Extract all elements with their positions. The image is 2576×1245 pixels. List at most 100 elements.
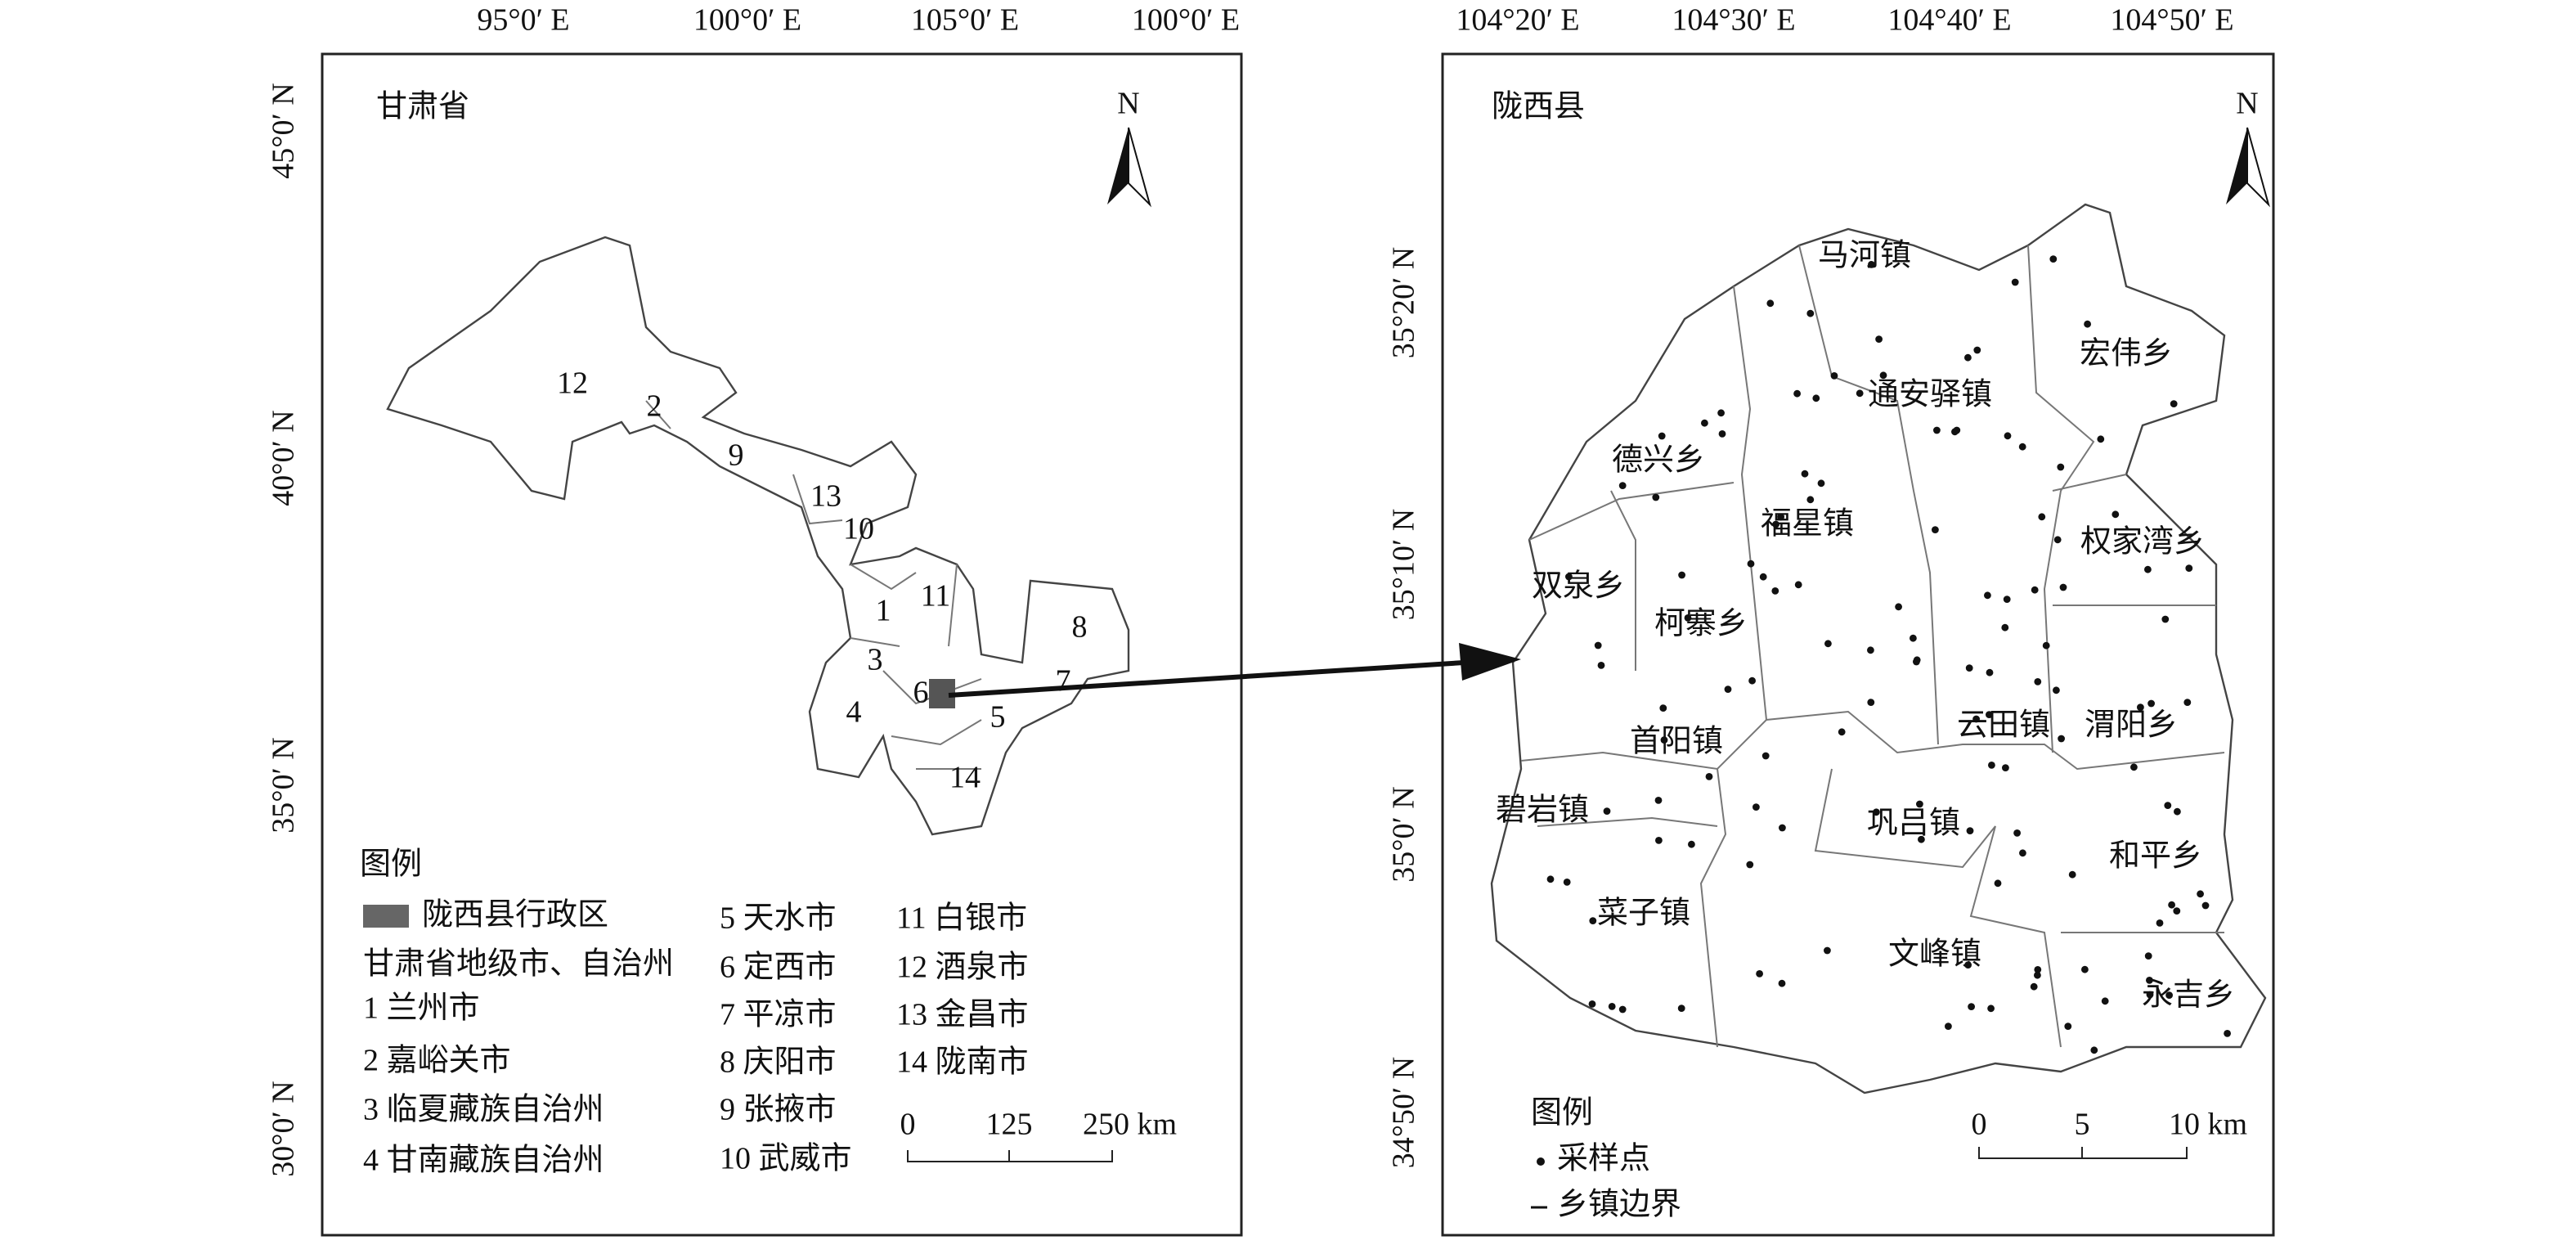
town-label: 巩吕镇 xyxy=(1867,807,1960,841)
sample-point xyxy=(1988,762,1995,769)
lon-tick: 104°40′ E xyxy=(1887,3,2011,38)
sample-point xyxy=(1817,479,1825,488)
sample-point xyxy=(2144,952,2152,960)
sample-point xyxy=(1794,581,1802,589)
sample-point xyxy=(1945,1023,1952,1030)
sample-point xyxy=(2168,901,2176,909)
town-label: 宏伟乡 xyxy=(2080,337,2173,371)
sample-point xyxy=(1867,699,1875,706)
sample-point xyxy=(2059,583,2067,591)
sample-point xyxy=(1994,879,2002,888)
sample-point xyxy=(1603,807,1611,815)
sample-point xyxy=(2064,1023,2072,1030)
legend-item: 7 平凉市 xyxy=(720,998,837,1032)
sample-point xyxy=(2034,966,2042,973)
region-label: 6 xyxy=(913,676,929,710)
sample-point xyxy=(2057,463,2065,471)
sample-point xyxy=(1875,335,1883,343)
town-label: 云田镇 xyxy=(1957,708,2050,743)
sample-point xyxy=(1705,773,1713,780)
sample-point xyxy=(1718,430,1726,438)
legend-item: 13 金昌市 xyxy=(896,998,1029,1032)
scale-label: 10 km xyxy=(2169,1108,2247,1142)
sample-point xyxy=(1777,513,1785,521)
sample-point xyxy=(1933,426,1941,434)
sample-point xyxy=(2112,510,2120,519)
legend-title: 图例 xyxy=(1531,1096,1593,1130)
lon-tick: 100°0′ E xyxy=(1132,3,1240,38)
sample-point xyxy=(1772,520,1780,528)
scale-label: 125 xyxy=(986,1108,1033,1142)
sample-point xyxy=(1597,662,1605,669)
sample-point xyxy=(1761,752,1770,760)
sample-point xyxy=(2147,699,2156,708)
lat-tick: 30°0′ N xyxy=(267,1081,301,1176)
legend-item: 14 陇南市 xyxy=(896,1045,1029,1080)
legend-item: 9 张掖市 xyxy=(720,1093,837,1127)
sample-point xyxy=(1973,346,1981,354)
arrow-head xyxy=(1459,643,1521,681)
town-label: 福星镇 xyxy=(1761,507,1854,542)
sample-point xyxy=(1759,573,1767,581)
region-label: 1 xyxy=(876,594,891,628)
sample-point xyxy=(2053,686,2060,694)
sample-point xyxy=(1873,808,1880,816)
sample-point xyxy=(1756,970,1764,978)
sample-point xyxy=(2173,907,2181,915)
sample-point xyxy=(1932,526,1939,533)
legend-swatch xyxy=(363,905,409,928)
sample-point xyxy=(1771,587,1779,595)
sample-point xyxy=(2053,536,2062,544)
sample-point xyxy=(1608,1003,1616,1010)
region-label: 9 xyxy=(729,438,744,473)
sample-point xyxy=(2034,678,2042,685)
town-label: 和平乡 xyxy=(2109,839,2202,874)
sample-point xyxy=(2011,278,2019,286)
sample-point xyxy=(1806,496,1815,504)
sample-point xyxy=(2097,435,2105,443)
region-label: 7 xyxy=(1056,664,1071,699)
legend-item: 12 酒泉市 xyxy=(896,951,1029,985)
lon-tick: 104°30′ E xyxy=(1672,3,1795,38)
sample-point xyxy=(1748,676,1757,685)
north-arrow-right xyxy=(2226,127,2270,208)
sample-point xyxy=(1966,827,1974,834)
sample-point xyxy=(1546,875,1555,883)
lat-tick: 40°0′ N xyxy=(267,410,301,506)
sample-point xyxy=(2156,919,2164,927)
sample-point xyxy=(1965,664,1973,672)
sample-point xyxy=(2019,849,2026,857)
longxi-outline xyxy=(1490,203,2267,1094)
lon-tick: 100°0′ E xyxy=(693,3,801,38)
sample-point xyxy=(2013,829,2022,837)
north-arrow-left xyxy=(1107,127,1151,208)
region-label: 4 xyxy=(846,695,862,730)
map-title: 甘肃省 xyxy=(376,90,469,124)
sample-point xyxy=(2101,997,2109,1005)
lat-tick: 35°0′ N xyxy=(267,737,301,833)
sample-point xyxy=(2018,443,2026,451)
sample-point xyxy=(2224,1030,2232,1037)
sample-point xyxy=(1867,646,1874,654)
sample-point xyxy=(2084,320,2092,328)
sample-point xyxy=(1746,861,1754,869)
sample-point xyxy=(1752,803,1760,811)
legend-item: 陇西县行政区 xyxy=(422,898,608,933)
sample-point xyxy=(1658,432,1666,440)
sample-point xyxy=(1588,1000,1596,1008)
sample-point xyxy=(2058,735,2066,743)
sample-points xyxy=(1546,255,2232,1054)
sample-point xyxy=(1717,409,1726,417)
sample-point xyxy=(2146,991,2154,999)
sample-point xyxy=(1724,685,1732,693)
lat-tick: 35°10′ N xyxy=(1387,509,1421,620)
gansu-boundaries xyxy=(645,400,982,770)
sample-point xyxy=(1806,309,1815,317)
lat-tick: 34°50′ N xyxy=(1387,1057,1421,1168)
legend-item: 1 兰州市 xyxy=(363,991,480,1026)
sample-point xyxy=(1677,1005,1685,1012)
sample-point xyxy=(1856,389,1864,398)
sample-point xyxy=(2164,802,2172,809)
sample-point xyxy=(1801,470,1809,478)
